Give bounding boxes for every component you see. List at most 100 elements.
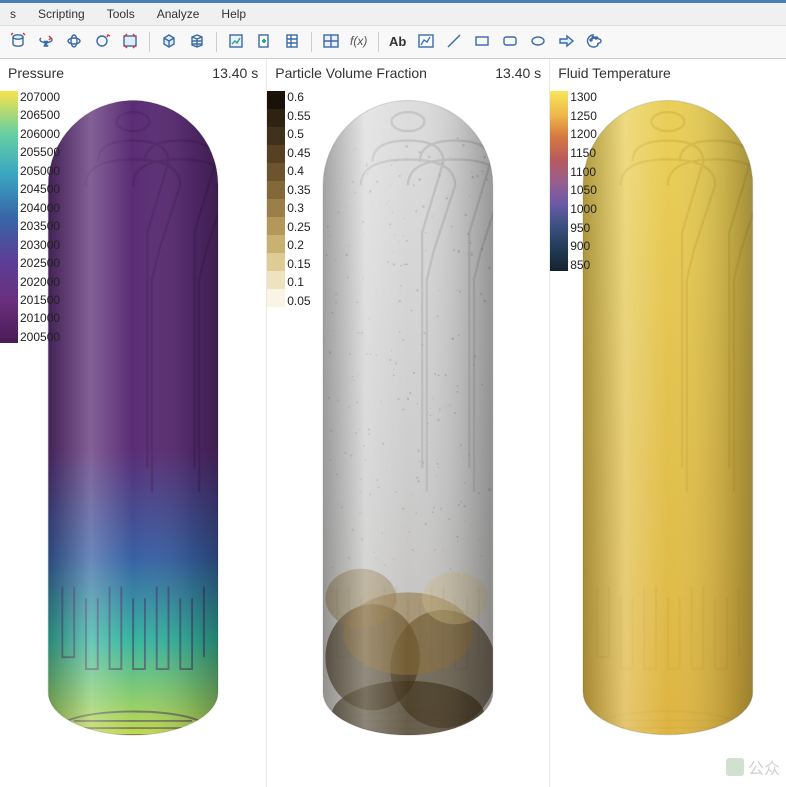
ellipse-button[interactable] [526,30,550,54]
ellipse-icon [529,32,547,53]
color-legend: 1300125012001150110010501000950900850 [550,91,597,271]
rotate-xy-button[interactable] [62,30,86,54]
panel-time: 13.40 s [495,65,541,81]
chart-icon [227,32,245,53]
menu-analyze[interactable]: Analyze [153,5,204,23]
svg-text:z: z [44,39,48,48]
legend-tick: 204500 [20,183,60,195]
menu-s[interactable]: s [6,5,20,23]
legend-tick: 0.6 [287,91,310,103]
rect-icon [473,32,491,53]
legend-tick: 0.15 [287,258,310,270]
cylinder-z-button[interactable] [6,30,30,54]
rect-round-button[interactable] [498,30,522,54]
legend-tick: 0.4 [287,165,310,177]
legend-tick: 0.05 [287,295,310,307]
legend-tick: 900 [570,240,597,252]
viz-panel[interactable]: Fluid Temperature 1300 1250 1200 1150 1100 10… [550,59,786,787]
rect-button[interactable] [470,30,494,54]
legend-tick: 0.25 [287,221,310,233]
legend-tick: 1300 [570,91,597,103]
menu-help[interactable]: Help [217,5,250,23]
legend-tick: 0.1 [287,276,310,288]
viz-panel[interactable]: Pressure 13.40 s 20700020650020600020550… [0,59,267,787]
arrow-shape-icon [557,32,575,53]
spin-icon [93,32,111,53]
panel-body[interactable]: 2070002065002060002055002050002045002040… [0,87,266,787]
viz-panel[interactable]: Particle Volume Fraction 13.40 s 0.6 0.55… [267,59,550,787]
legend-tick: 203500 [20,220,60,232]
legend-tick: 202500 [20,257,60,269]
panel-title: Pressure [8,65,64,81]
panel-title: Fluid Temperature [558,65,671,81]
legend-tick: 0.3 [287,202,310,214]
mesh-icon [188,32,206,53]
legend-tick: 0.45 [287,147,310,159]
legend-tick: 1100 [570,166,597,178]
legend-tick: 850 [570,259,597,271]
arrow-shape-button[interactable] [554,30,578,54]
rotate-xy-icon [65,32,83,53]
menu-tools[interactable]: Tools [103,5,139,23]
spin-button[interactable] [90,30,114,54]
legend-tick: 200500 [20,331,60,343]
doc-grid-icon [283,32,301,53]
doc-add-icon [255,32,273,53]
line-chart-icon [417,32,435,53]
legend-tick: 0.2 [287,239,310,251]
rect-round-icon [501,32,519,53]
toolbar: z f(x) Ab [0,26,786,59]
doc-grid-button[interactable] [280,30,304,54]
legend-tick: 201000 [20,312,60,324]
cube-snap-icon [160,32,178,53]
legend-tick: 205500 [20,146,60,158]
legend-tick: 0.35 [287,184,310,196]
panel-header: Particle Volume Fraction 13.40 s [267,59,549,87]
legend-tick: 1000 [570,203,597,215]
window-split-button[interactable] [319,30,343,54]
panel-header: Fluid Temperature [550,59,786,87]
legend-tick: 204000 [20,202,60,214]
legend-tick: 201500 [20,294,60,306]
panel-time: 13.40 s [212,65,258,81]
legend-tick: 1250 [570,110,597,122]
color-legend: 2070002065002060002055002050002045002040… [0,91,60,343]
panel-body[interactable]: 1300125012001150110010501000950900850 公众 [550,87,786,787]
menu-scripting[interactable]: Scripting [34,5,89,23]
fit-icon [121,32,139,53]
chart-button[interactable] [224,30,248,54]
toolbar-separator [311,32,312,52]
viewport: Pressure 13.40 s 20700020650020600020550… [0,59,786,787]
panel-header: Pressure 13.40 s [0,59,266,87]
toolbar-separator [378,32,379,52]
cube-snap-button[interactable] [157,30,181,54]
wechat-icon [726,758,744,776]
diag-line-icon [445,32,463,53]
legend-tick: 205000 [20,165,60,177]
legend-tick: 0.55 [287,110,310,122]
svg-text:Ab: Ab [389,34,406,49]
fit-button[interactable] [118,30,142,54]
palette-icon [585,32,603,53]
line-chart-button[interactable] [414,30,438,54]
panel-body[interactable]: 0.6 0.55 0.5 0.45 0.4 0.35 0.3 0.25 0.2 0.15 0.1 0.… [267,87,549,787]
app-window: s Scripting Tools Analyze Help z f(x) Ab P… [0,0,786,787]
text-ab-button[interactable]: Ab [386,30,410,54]
rotate-z-button[interactable]: z [34,30,58,54]
palette-button[interactable] [582,30,606,54]
doc-add-button[interactable] [252,30,276,54]
text-ab-icon: Ab [387,32,409,53]
diag-line-button[interactable] [442,30,466,54]
legend-tick: 1200 [570,128,597,140]
fx-button[interactable]: f(x) [347,30,371,54]
svg-text:f(x): f(x) [350,34,367,48]
legend-tick: 950 [570,222,597,234]
toolbar-separator [149,32,150,52]
legend-tick: 0.5 [287,128,310,140]
mesh-button[interactable] [185,30,209,54]
legend-tick: 203000 [20,239,60,251]
watermark: 公众 [726,755,780,779]
legend-tick: 206000 [20,128,60,140]
legend-tick: 206500 [20,109,60,121]
legend-tick: 1150 [570,147,597,159]
